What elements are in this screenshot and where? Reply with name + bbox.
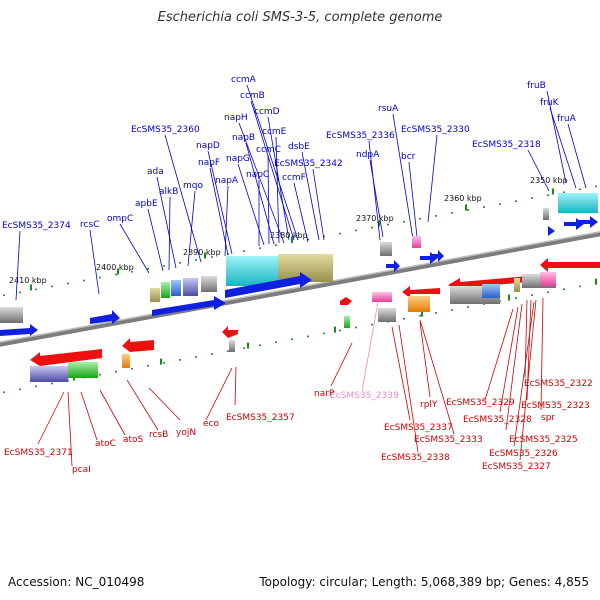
label-napF: napF bbox=[198, 158, 220, 168]
label-EcSMS35_2330: EcSMS35_2330 bbox=[401, 125, 470, 135]
label-ccmE: ccmE bbox=[262, 127, 287, 137]
label-narP: narP bbox=[314, 389, 335, 399]
label-napB: napB bbox=[232, 133, 255, 143]
label-EcSMS35_2333: EcSMS35_2333 bbox=[414, 435, 483, 445]
label-atoS: atoS bbox=[123, 435, 144, 445]
pseudo-leader-line bbox=[361, 301, 379, 392]
label-ccmF: ccmF bbox=[282, 173, 306, 183]
label-EcSMS35_2374: EcSMS35_2374 bbox=[2, 221, 71, 231]
label-ccmB: ccmB bbox=[240, 91, 265, 101]
label-EcSMS35_2338: EcSMS35_2338 bbox=[381, 453, 450, 463]
label-pcaI: pcaI bbox=[72, 465, 91, 475]
scale-label-2410: 2410 kbp bbox=[9, 276, 47, 285]
forward-leader-lines bbox=[15, 84, 587, 301]
label-ada: ada bbox=[147, 167, 164, 177]
label-EcSMS35_2329: EcSMS35_2329 bbox=[446, 398, 515, 408]
label-EcSMS35_2327: EcSMS35_2327 bbox=[482, 462, 551, 472]
label-EcSMS35_2326: EcSMS35_2326 bbox=[489, 449, 558, 459]
label-atoC: atoC bbox=[95, 439, 116, 449]
label-napG: napG bbox=[226, 154, 250, 164]
label-EcSMS35_2342: EcSMS35_2342 bbox=[274, 159, 343, 169]
scale-label-2350: 2350 kbp bbox=[530, 176, 568, 185]
label-EcSMS35_2360: EcSMS35_2360 bbox=[131, 125, 200, 135]
label-EcSMS35_2328: EcSMS35_2328 bbox=[463, 415, 532, 425]
label-dsbE: dsbE bbox=[288, 142, 310, 152]
label-fruK: fruK bbox=[540, 98, 560, 108]
accession-text: Accession: NC_010498 bbox=[8, 575, 145, 589]
scale-label-2360: 2360 kbp bbox=[444, 194, 482, 203]
forward-gene-blocks bbox=[0, 193, 598, 323]
map-title: Escherichia coli SMS-3-5, complete genom… bbox=[157, 10, 443, 25]
scale-label-2400: 2400 kbp bbox=[96, 263, 134, 272]
genome-backbone bbox=[0, 231, 600, 347]
forward-gene-labels: fruB fruK fruA EcSMS35_2318 rsuA EcSMS35… bbox=[2, 75, 577, 231]
label-alkB: alkB bbox=[159, 187, 178, 197]
label-EcSMS35_2336: EcSMS35_2336 bbox=[326, 131, 395, 141]
label-EcSMS35_2339: EcSMS35_2339 bbox=[330, 391, 399, 401]
label-EcSMS35_2357: EcSMS35_2357 bbox=[226, 413, 295, 423]
label-fruB: fruB bbox=[527, 81, 546, 91]
label-spr: spr bbox=[541, 413, 555, 423]
label-yojN: yojN bbox=[176, 428, 196, 438]
forward-arrows bbox=[0, 216, 598, 336]
topology-text: Topology: circular; Length: 5,068,389 bp… bbox=[259, 575, 589, 589]
reverse-leader-lines bbox=[37, 297, 544, 467]
label-ndpA: ndpA bbox=[356, 150, 380, 160]
label-napD: napD bbox=[196, 141, 220, 151]
label-napC: napC bbox=[246, 170, 269, 180]
label-bcr: bcr bbox=[401, 152, 416, 162]
label-rsuA: rsuA bbox=[378, 104, 399, 114]
label-EcSMS35_2318: EcSMS35_2318 bbox=[472, 140, 541, 150]
label-ccmC: ccmC bbox=[256, 145, 281, 155]
reverse-gene-blocks bbox=[30, 272, 556, 382]
label-ccmA: ccmA bbox=[231, 75, 257, 85]
label-EcSMS35_2325: EcSMS35_2325 bbox=[509, 435, 578, 445]
label-napA: napA bbox=[215, 176, 239, 186]
label-ompC: ompC bbox=[107, 214, 133, 224]
label-mqo: mqo bbox=[183, 181, 203, 191]
label-EcSMS35_2322: EcSMS35_2322 bbox=[524, 379, 593, 389]
label-rcsC: rcsC bbox=[80, 220, 99, 230]
label-ccmD: ccmD bbox=[254, 107, 280, 117]
label-EcSMS35_2337: EcSMS35_2337 bbox=[384, 423, 453, 433]
scale-label-2380: 2380 kbp bbox=[270, 231, 308, 240]
scale-labels: 2350 kbp 2360 kbp 2370 kbp 2380 kbp 2390… bbox=[9, 176, 568, 285]
label-eco: eco bbox=[203, 419, 219, 429]
label-EcSMS35_2323: EcSMS35_2323 bbox=[521, 401, 590, 411]
scale-label-2390: 2390 kbp bbox=[183, 248, 221, 257]
label-rcsB: rcsB bbox=[149, 430, 168, 440]
label-fruA: fruA bbox=[557, 114, 577, 124]
label-rplY: rplY bbox=[420, 400, 438, 410]
label-apbE: apbE bbox=[135, 199, 158, 209]
reverse-gene-labels: EcSMS35_2322 EcSMS35_2323 spr EcSMS35_23… bbox=[4, 379, 593, 475]
label-EcSMS35_2371: EcSMS35_2371 bbox=[4, 448, 73, 458]
label-napH: napH bbox=[224, 113, 248, 123]
scale-label-2370: 2370 kbp bbox=[356, 214, 394, 223]
